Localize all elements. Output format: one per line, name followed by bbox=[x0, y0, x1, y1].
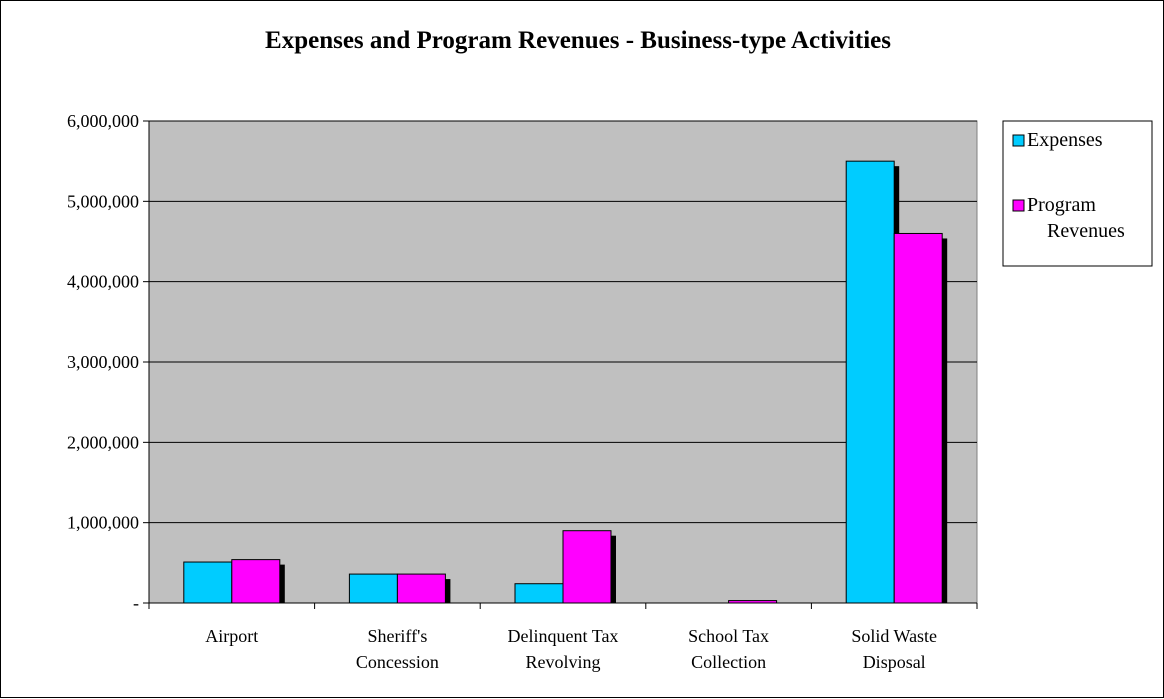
y-tick-label: 4,000,000 bbox=[67, 272, 139, 292]
x-category-label: Airport bbox=[205, 626, 258, 646]
x-category-label-line: Collection bbox=[691, 652, 766, 672]
bar-expenses bbox=[348, 573, 398, 604]
x-category-label-line: Delinquent Tax bbox=[508, 626, 619, 646]
legend-label: Expenses bbox=[1027, 129, 1103, 151]
bar-program-revenues bbox=[231, 559, 281, 604]
x-category-label-line: Airport bbox=[205, 626, 258, 646]
bar-program-revenues bbox=[562, 530, 612, 604]
legend-swatch bbox=[1012, 134, 1025, 147]
bar-program-revenues bbox=[893, 232, 943, 604]
axes: - 1,000,000 2,000,000 3,000,000 4,000,000 5,0… bbox=[67, 111, 978, 672]
legend-box bbox=[1002, 120, 1153, 267]
x-category-label-line: Concession bbox=[356, 652, 439, 672]
x-category-label: Solid Waste Disposal bbox=[851, 626, 937, 672]
legend-swatch bbox=[1012, 199, 1025, 212]
x-category-label-line: Disposal bbox=[863, 652, 926, 672]
y-tick-label: 3,000,000 bbox=[67, 352, 139, 372]
legend-label-line: Program bbox=[1027, 194, 1096, 216]
bar-program-revenues bbox=[396, 573, 446, 604]
x-category-label: Delinquent Tax Revolving bbox=[508, 626, 619, 672]
bars-group bbox=[183, 160, 948, 604]
y-tick-label: 5,000,000 bbox=[67, 191, 139, 211]
bar-expenses bbox=[514, 583, 564, 604]
legend-label: Program Revenues bbox=[1027, 194, 1125, 242]
x-category-label: Sheriff's Concession bbox=[356, 626, 439, 672]
y-tick-label: 6,000,000 bbox=[67, 111, 139, 131]
x-category-label-line: Solid Waste bbox=[851, 626, 937, 646]
plot-area bbox=[148, 120, 978, 604]
chart-title: Expenses and Program Revenues - Business… bbox=[265, 27, 891, 54]
x-category-label-line: School Tax bbox=[688, 626, 769, 646]
y-tick-label: 1,000,000 bbox=[67, 513, 139, 533]
y-tick-label: 2,000,000 bbox=[67, 432, 139, 452]
x-category-label-line: Sheriff's bbox=[367, 626, 427, 646]
bar-expenses bbox=[183, 561, 233, 604]
legend-label-line: Revenues bbox=[1047, 220, 1125, 242]
y-tick-label: - bbox=[133, 593, 139, 613]
legend: Expenses Program Revenues bbox=[1002, 120, 1153, 267]
bar-expenses bbox=[845, 160, 895, 604]
x-category-label-line: Revolving bbox=[526, 652, 601, 672]
legend-label-line: Expenses bbox=[1027, 129, 1103, 151]
x-category-label: School Tax Collection bbox=[688, 626, 769, 672]
